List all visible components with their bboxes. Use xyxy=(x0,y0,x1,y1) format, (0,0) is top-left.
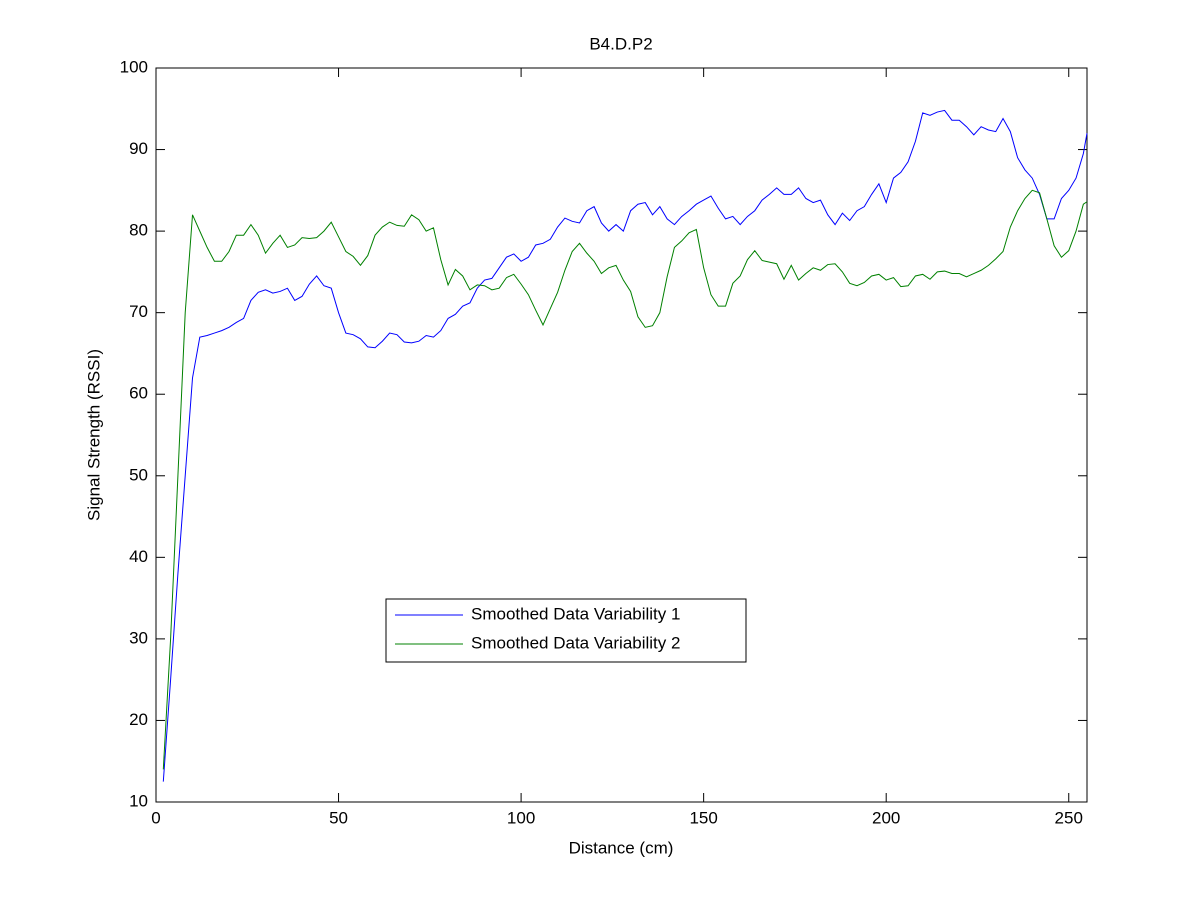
series-line xyxy=(162,109,1088,782)
series-line xyxy=(162,189,1088,770)
y-tick-label: 40 xyxy=(129,547,148,566)
y-tick-label: 10 xyxy=(129,791,148,810)
x-tick-label: 250 xyxy=(1055,808,1083,827)
y-tick-label: 70 xyxy=(129,302,148,321)
legend-label: Smoothed Data Variability 2 xyxy=(471,633,680,652)
x-tick-label: 150 xyxy=(689,808,717,827)
x-axis-label: Distance (cm) xyxy=(569,838,674,857)
y-tick-label: 50 xyxy=(129,465,148,484)
legend-box xyxy=(385,598,747,663)
chart-title: B4.D.P2 xyxy=(589,34,652,53)
x-tick-label: 0 xyxy=(151,808,160,827)
legend-label: Smoothed Data Variability 1 xyxy=(471,604,680,623)
y-tick-label: 60 xyxy=(129,384,148,403)
plot-area xyxy=(155,67,1088,803)
x-tick-label: 200 xyxy=(872,808,900,827)
x-tick-label: 50 xyxy=(329,808,348,827)
y-tick-label: 90 xyxy=(129,139,148,158)
y-tick-label: 30 xyxy=(129,628,148,647)
y-tick-label: 100 xyxy=(120,57,148,76)
y-tick-label: 20 xyxy=(129,710,148,729)
x-tick-label: 100 xyxy=(507,808,535,827)
y-axis-label: Signal Strength (RSSI) xyxy=(84,349,103,521)
y-tick-label: 80 xyxy=(129,221,148,240)
